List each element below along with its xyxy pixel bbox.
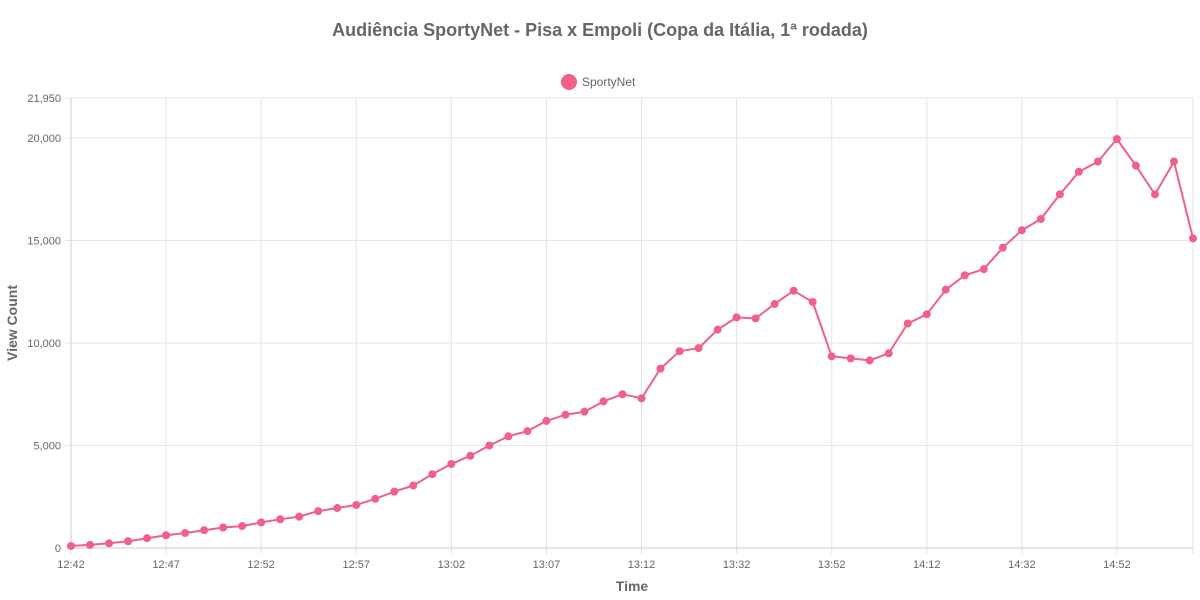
- x-axis-ticks: 12:42 12:47 12:52 12:57 13:02 13:07 13:12 13:32…: [57, 559, 1130, 571]
- data-point[interactable]: [1189, 234, 1197, 243]
- y-tick-label: 20,000: [27, 133, 61, 145]
- data-point[interactable]: [922, 310, 931, 319]
- y-gridlines: [65, 97, 1193, 549]
- data-point[interactable]: [1074, 167, 1083, 176]
- data-point[interactable]: [352, 500, 361, 509]
- data-point[interactable]: [770, 300, 779, 309]
- data-point[interactable]: [1055, 190, 1064, 199]
- x-tick-label: 14:12: [913, 559, 941, 571]
- y-axis-title: View Count: [4, 285, 20, 361]
- y-axis-ticks: 0 5,000 10,000 15,000 20,000 21,950: [27, 93, 61, 555]
- data-point[interactable]: [599, 397, 608, 406]
- legend[interactable]: SportyNet: [561, 74, 636, 90]
- series-line-sportynet: [70, 138, 1194, 547]
- data-point[interactable]: [390, 487, 399, 496]
- x-tick-label: 14:32: [1008, 559, 1036, 571]
- data-point[interactable]: [181, 529, 190, 538]
- x-tick-label: 12:52: [247, 559, 275, 571]
- data-point[interactable]: [941, 285, 950, 294]
- data-point[interactable]: [466, 451, 475, 460]
- y-tick-label: 0: [55, 543, 61, 555]
- data-point[interactable]: [238, 522, 247, 531]
- data-point[interactable]: [979, 265, 988, 274]
- x-tick-label: 12:42: [57, 559, 85, 571]
- data-point[interactable]: [1112, 135, 1121, 144]
- data-point[interactable]: [675, 347, 684, 356]
- data-point[interactable]: [1017, 226, 1026, 235]
- data-point[interactable]: [789, 286, 798, 295]
- y-tick-label: 15,000: [27, 235, 61, 247]
- data-point[interactable]: [884, 349, 893, 358]
- data-point[interactable]: [314, 507, 323, 516]
- data-point[interactable]: [1131, 161, 1140, 170]
- data-point[interactable]: [1036, 214, 1045, 223]
- data-point[interactable]: [523, 427, 532, 436]
- data-point[interactable]: [428, 470, 437, 479]
- data-point[interactable]: [409, 481, 418, 490]
- data-point[interactable]: [124, 537, 133, 546]
- x-tick-label: 12:57: [342, 559, 370, 571]
- data-point[interactable]: [162, 531, 171, 540]
- data-point[interactable]: [1169, 157, 1178, 166]
- data-point[interactable]: [333, 504, 342, 513]
- data-point[interactable]: [865, 356, 874, 365]
- x-axis-title: Time: [616, 578, 649, 594]
- x-gridlines: [70, 98, 1194, 554]
- data-point[interactable]: [732, 313, 741, 322]
- data-point[interactable]: [694, 344, 703, 353]
- data-point[interactable]: [200, 526, 209, 535]
- data-point[interactable]: [827, 352, 836, 361]
- series-sportynet: [67, 135, 1197, 550]
- x-tick-label: 13:52: [818, 559, 846, 571]
- data-point[interactable]: [580, 407, 589, 416]
- legend-marker-sportynet: [561, 74, 577, 90]
- data-point[interactable]: [295, 512, 304, 521]
- data-point[interactable]: [713, 325, 722, 334]
- data-point[interactable]: [276, 515, 285, 524]
- data-point[interactable]: [371, 494, 380, 503]
- data-point[interactable]: [219, 523, 228, 532]
- x-tick-label: 14:52: [1103, 559, 1131, 571]
- legend-label-sportynet: SportyNet: [582, 75, 636, 89]
- data-point[interactable]: [105, 539, 114, 548]
- x-tick-label: 13:12: [628, 559, 656, 571]
- data-point[interactable]: [257, 518, 266, 527]
- y-tick-label: 10,000: [27, 338, 61, 350]
- data-point[interactable]: [656, 364, 665, 373]
- x-tick-label: 12:47: [152, 559, 180, 571]
- data-point[interactable]: [143, 534, 152, 543]
- data-point[interactable]: [637, 394, 646, 403]
- data-point[interactable]: [1150, 190, 1159, 199]
- data-point[interactable]: [485, 441, 494, 450]
- data-point[interactable]: [67, 541, 75, 550]
- data-point[interactable]: [846, 354, 855, 363]
- data-point[interactable]: [561, 410, 570, 419]
- data-point[interactable]: [86, 540, 95, 549]
- data-point[interactable]: [960, 271, 969, 280]
- data-point[interactable]: [447, 459, 456, 468]
- data-point[interactable]: [542, 416, 551, 425]
- y-tick-label: 5,000: [33, 440, 61, 452]
- x-tick-label: 13:07: [533, 559, 561, 571]
- data-point[interactable]: [618, 390, 627, 399]
- data-point[interactable]: [504, 432, 513, 441]
- chart-title: Audiência SportyNet - Pisa x Empoli (Cop…: [332, 20, 868, 40]
- x-tick-label: 13:02: [438, 559, 466, 571]
- y-tick-label: 21,950: [27, 93, 61, 105]
- data-point[interactable]: [903, 319, 912, 328]
- x-tick-label: 13:32: [723, 559, 751, 571]
- data-point[interactable]: [998, 243, 1007, 252]
- data-point[interactable]: [808, 297, 817, 306]
- data-point[interactable]: [751, 314, 760, 323]
- data-point[interactable]: [1093, 157, 1102, 166]
